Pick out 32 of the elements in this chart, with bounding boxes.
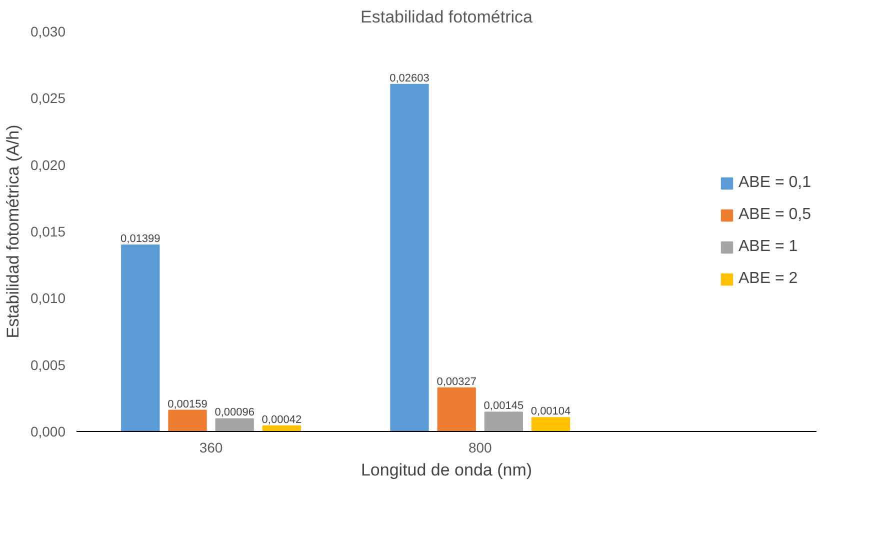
bar — [437, 387, 476, 432]
data-label: 0,00327 — [436, 376, 476, 388]
x-axis-title: Longitud de onda (nm) — [360, 460, 532, 480]
legend-label: ABE = 2 — [738, 270, 798, 288]
data-label: 0,00159 — [168, 398, 208, 410]
data-label: 0,00145 — [484, 400, 524, 412]
y-tick-label: 0,020 — [30, 156, 66, 173]
chart-title: Estabilidad fotométrica — [360, 8, 534, 26]
y-tick-label: 0,010 — [30, 290, 66, 306]
bar — [390, 84, 429, 432]
y-tick-label: 0,025 — [30, 90, 66, 106]
bar — [215, 418, 254, 432]
y-tick-label: 0,015 — [30, 224, 66, 240]
bar — [262, 425, 302, 432]
legend-label: ABE = 0,5 — [738, 206, 811, 224]
bar — [531, 417, 570, 432]
x-tick-label: 360 — [199, 440, 223, 456]
legend-label: ABE = 1 — [738, 238, 798, 256]
data-label: 0,00096 — [214, 406, 254, 419]
bar — [168, 410, 207, 432]
legend-label: ABE = 0,1 — [738, 174, 811, 192]
data-label: 0,00104 — [530, 406, 571, 418]
y-tick-label: 0,005 — [30, 356, 66, 373]
data-label: 0,00042 — [262, 414, 302, 426]
bar — [484, 412, 524, 432]
bar — [121, 244, 160, 432]
y-tick-label: 0,030 — [30, 24, 66, 40]
data-label: 0,01399 — [120, 232, 160, 245]
y-axis-title: Estabilidad fotométrica (A/h) — [3, 124, 22, 338]
x-tick-label: 800 — [468, 440, 492, 456]
y-tick-label: 0,000 — [30, 424, 66, 440]
data-label: 0,02603 — [390, 72, 430, 84]
